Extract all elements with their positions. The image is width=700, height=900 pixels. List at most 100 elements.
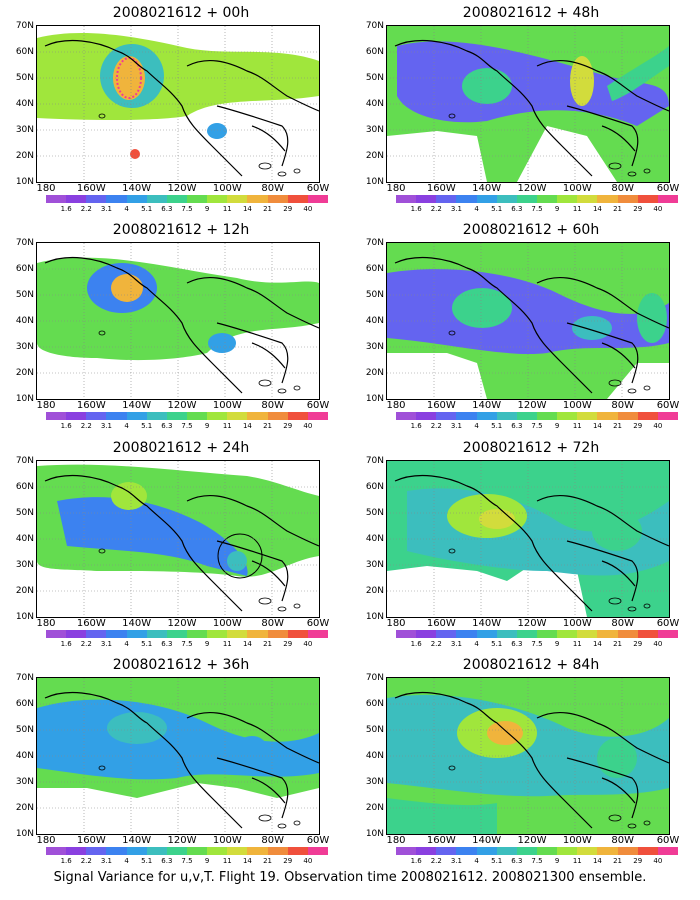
- longitude-label: 140W: [122, 183, 152, 194]
- colorbar-swatch: [597, 847, 618, 855]
- colorbar-swatch: [86, 412, 107, 420]
- colorbar-swatch: [536, 847, 558, 855]
- latitude-label: 60N: [15, 47, 34, 57]
- colorbar-label: 7.5: [531, 205, 543, 213]
- colorbar-swatch: [106, 847, 127, 855]
- island-outline: [643, 385, 651, 391]
- variance-contour: [479, 509, 515, 529]
- colorbar-label: 9: [204, 422, 210, 430]
- colorbar-label: 14: [592, 422, 602, 430]
- colorbar-swatch: [577, 412, 598, 420]
- colorbar-swatch: [416, 412, 437, 420]
- colorbar-label: 9: [554, 422, 560, 430]
- island-outline: [277, 606, 287, 612]
- colorbar-label: 9: [554, 640, 560, 648]
- colorbar-label: 5.1: [491, 422, 503, 430]
- colorbar-swatch: [617, 847, 638, 855]
- longitude-label: 80W: [611, 183, 634, 194]
- colorbar-label: 29: [283, 857, 293, 865]
- longitude-label: 120W: [167, 400, 197, 411]
- latitude-label: 70N: [15, 673, 34, 683]
- island-outline: [258, 379, 272, 387]
- map-canvas: [37, 26, 319, 182]
- colorbar-label: 3.1: [450, 422, 462, 430]
- map-plot: [36, 460, 320, 618]
- latitude-label: 30N: [365, 342, 384, 352]
- colorbar-swatch: [637, 847, 658, 855]
- map-plot: [386, 25, 670, 183]
- longitude-label: 180: [386, 183, 406, 194]
- latitude-label: 10N: [15, 829, 34, 839]
- colorbar-label: 6.3: [161, 205, 173, 213]
- latitude-label: 30N: [15, 560, 34, 570]
- colorbar-swatch: [247, 847, 268, 855]
- panel-title: 2008021612 + 12h: [112, 222, 250, 238]
- longitude-label: 160W: [426, 835, 456, 846]
- colorbar-swatch: [436, 630, 457, 638]
- latitude-label: 50N: [15, 725, 34, 735]
- longitude-label: 160W: [76, 618, 106, 629]
- longitude-label: 80W: [261, 400, 284, 411]
- colorbar-swatch: [126, 847, 147, 855]
- island-outline: [627, 171, 637, 177]
- colorbar-label: 6.3: [511, 857, 523, 865]
- variance-contour: [113, 56, 145, 100]
- colorbar: [46, 630, 328, 638]
- latitude-label: 70N: [365, 673, 384, 683]
- variance-contour: [57, 497, 248, 576]
- colorbar-label: 11: [222, 857, 232, 865]
- colorbar-swatch: [597, 412, 618, 420]
- variance-contour: [592, 511, 642, 551]
- longitude-label: 100W: [212, 618, 242, 629]
- variance-contour: [37, 257, 319, 361]
- colorbar: [396, 412, 678, 420]
- colorbar-label: 5.1: [141, 422, 153, 430]
- longitude-label: 160W: [426, 618, 456, 629]
- colorbar-swatch: [186, 412, 208, 420]
- variance-contour: [227, 551, 247, 571]
- longitude-label: 100W: [212, 400, 242, 411]
- colorbar-swatch: [516, 630, 537, 638]
- map-canvas: [37, 678, 319, 834]
- colorbar-label: 40: [303, 640, 313, 648]
- colorbar-swatch: [267, 847, 288, 855]
- colorbar-label: 14: [592, 205, 602, 213]
- longitude-label: 160W: [76, 400, 106, 411]
- colorbar-label: 7.5: [531, 422, 543, 430]
- colorbar-swatch: [307, 195, 328, 203]
- variance-contour: [208, 333, 236, 353]
- colorbar-swatch: [86, 847, 107, 855]
- island-outline: [627, 823, 637, 829]
- longitude-label: 80W: [611, 835, 634, 846]
- latitude-label: 50N: [15, 508, 34, 518]
- coastline: [44, 475, 319, 612]
- latitude-label: 10N: [15, 394, 34, 404]
- coastline: [44, 40, 319, 177]
- colorbar-swatch: [536, 630, 558, 638]
- colorbar-swatch: [247, 195, 268, 203]
- longitude-label: 140W: [472, 618, 502, 629]
- colorbar-swatch: [516, 412, 537, 420]
- colorbar-label: 1.6: [60, 422, 72, 430]
- colorbar-label: 4: [474, 422, 479, 430]
- colorbar-label: 29: [283, 640, 293, 648]
- latitude-label: 40N: [15, 751, 34, 761]
- colorbar-swatch: [496, 412, 517, 420]
- longitude-label: 160W: [76, 835, 106, 846]
- island-outline: [608, 162, 622, 170]
- colorbar-label: 3.1: [100, 857, 112, 865]
- colorbar-label: 4: [124, 857, 129, 865]
- variance-contour: [37, 33, 319, 121]
- colorbar-label: 40: [653, 640, 663, 648]
- longitude-label: 140W: [122, 835, 152, 846]
- colorbar-label: 11: [572, 857, 582, 865]
- colorbar-label: 9: [204, 205, 210, 213]
- coastline: [394, 257, 669, 394]
- colorbar-label: 5.1: [141, 640, 153, 648]
- latitude-label: 20N: [365, 151, 384, 161]
- colorbar-swatch: [516, 847, 537, 855]
- longitude-label: 160W: [426, 400, 456, 411]
- latitude-label: 20N: [15, 368, 34, 378]
- colorbar-label: 14: [592, 857, 602, 865]
- colorbar-swatch: [456, 847, 477, 855]
